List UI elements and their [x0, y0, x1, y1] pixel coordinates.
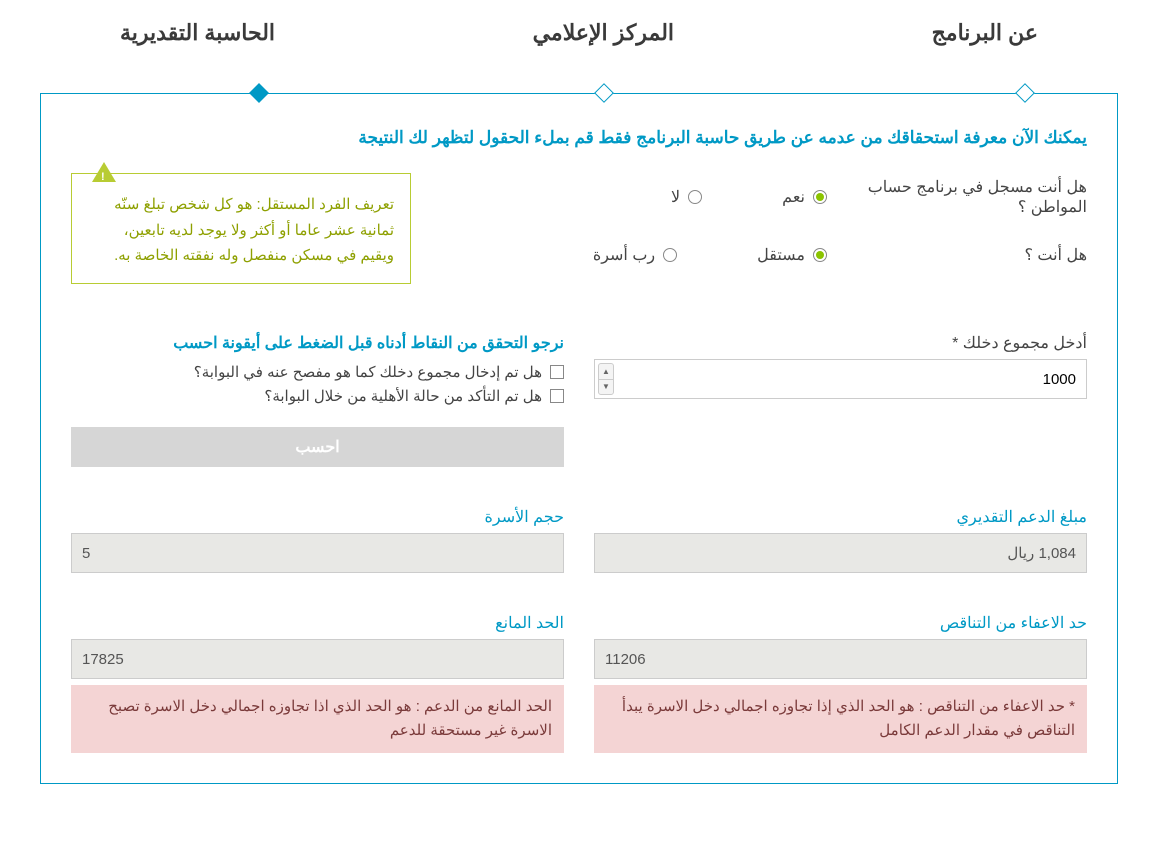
- exemption-limit-label: حد الاعفاء من التناقص: [594, 613, 1087, 633]
- blocking-note: الحد المانع من الدعم : هو الحد الذي اذا …: [71, 685, 564, 753]
- radio-status-independent[interactable]: مستقل: [757, 245, 827, 265]
- family-size-value: 5: [71, 533, 564, 573]
- radio-label: لا: [671, 187, 680, 207]
- income-label: أدخل مجموع دخلك *: [594, 333, 1087, 353]
- question-status-label: هل أنت ؟: [827, 245, 1087, 265]
- warning-icon: [92, 162, 116, 182]
- steps-indicator: [40, 86, 1118, 100]
- radio-status-family-head[interactable]: رب أسرة: [593, 245, 677, 265]
- question-registered-label: هل أنت مسجل في برنامج حساب المواطن ؟: [827, 177, 1087, 217]
- income-spinner[interactable]: ▲ ▼: [598, 363, 614, 395]
- tab-calculator[interactable]: الحاسبة التقديرية: [120, 20, 275, 46]
- tabs-nav: عن البرنامج المركز الإعلامي الحاسبة التق…: [40, 20, 1118, 46]
- checkbox-income-disclosed[interactable]: [550, 365, 564, 379]
- radio-label: رب أسرة: [593, 245, 655, 265]
- blocking-limit-value: 17825: [71, 639, 564, 679]
- exemption-limit-value: 11206: [594, 639, 1087, 679]
- radio-registered-no[interactable]: لا: [671, 187, 702, 207]
- intro-text: يمكنك الآن معرفة استحقاقك من عدمه عن طري…: [71, 124, 1087, 151]
- support-amount-label: مبلغ الدعم التقديري: [594, 507, 1087, 527]
- step-diamond-1: [1015, 83, 1035, 103]
- checkbox-label: هل تم التأكد من حالة الأهلية من خلال الب…: [264, 387, 542, 405]
- support-amount-value: 1,084 ريال: [594, 533, 1087, 573]
- step-diamond-3-active: [249, 83, 269, 103]
- radio-label: مستقل: [757, 245, 805, 265]
- spinner-up-icon[interactable]: ▲: [599, 364, 613, 380]
- family-size-label: حجم الأسرة: [71, 507, 564, 527]
- tab-media[interactable]: المركز الإعلامي: [533, 20, 674, 46]
- checks-title: نرجو التحقق من النقاط أدناه قبل الضغط عل…: [71, 333, 564, 353]
- step-diamond-2: [594, 83, 614, 103]
- radio-label: نعم: [782, 187, 805, 207]
- tab-about[interactable]: عن البرنامج: [932, 20, 1038, 46]
- income-input[interactable]: [594, 359, 1087, 399]
- calculate-button[interactable]: احسب: [71, 427, 564, 467]
- calculator-panel: يمكنك الآن معرفة استحقاقك من عدمه عن طري…: [40, 93, 1118, 784]
- blocking-limit-label: الحد المانع: [71, 613, 564, 633]
- info-definition-box: تعريف الفرد المستقل: هو كل شخص تبلغ سنّه…: [71, 173, 411, 284]
- checkbox-eligibility-verified[interactable]: [550, 389, 564, 403]
- checkbox-label: هل تم إدخال مجموع دخلك كما هو مفصح عنه ف…: [194, 363, 542, 381]
- spinner-down-icon[interactable]: ▼: [599, 380, 613, 395]
- info-text: تعريف الفرد المستقل: هو كل شخص تبلغ سنّه…: [114, 196, 394, 264]
- exemption-note: * حد الاعفاء من التناقص : هو الحد الذي إ…: [594, 685, 1087, 753]
- radio-registered-yes[interactable]: نعم: [782, 187, 827, 207]
